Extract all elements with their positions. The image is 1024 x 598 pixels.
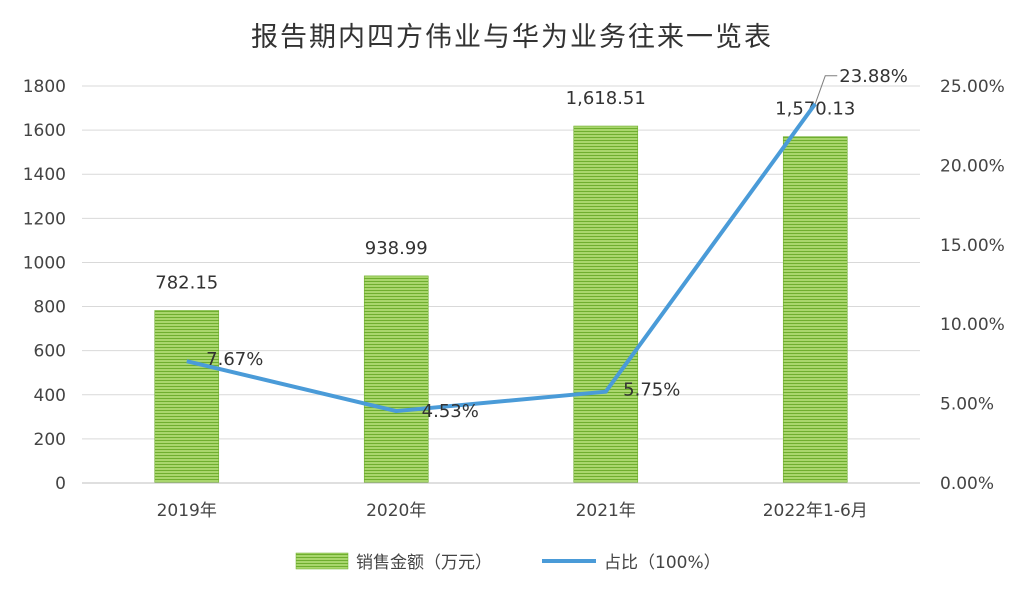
bar xyxy=(154,310,220,484)
left-tick-label: 1800 xyxy=(23,77,66,97)
right-tick-label: 0.00% xyxy=(940,474,994,494)
bar-value-label: 1,618.51 xyxy=(566,88,646,109)
x-tick-label: 2019年 xyxy=(157,501,217,521)
line-value-label: 7.67% xyxy=(206,349,263,370)
left-axis: 0 200 400 600 800 1000 1200 1400 1600 1800 xyxy=(23,77,66,494)
gridlines xyxy=(82,85,920,484)
bar-data-labels: 782.15 938.99 1,618.51 1,570.13 xyxy=(155,88,855,293)
bar-series xyxy=(154,125,848,484)
left-tick-label: 1000 xyxy=(23,253,66,273)
left-tick-label: 800 xyxy=(34,298,66,318)
line-series xyxy=(186,102,817,414)
left-tick-label: 0 xyxy=(55,474,66,494)
line-value-label: 5.75% xyxy=(623,380,680,401)
x-tick-label: 2020年 xyxy=(366,501,426,521)
bar xyxy=(782,136,848,484)
bar-value-label: 1,570.13 xyxy=(775,99,855,120)
line-path xyxy=(186,102,817,414)
left-tick-label: 1400 xyxy=(23,165,66,185)
right-tick-label: 5.00% xyxy=(940,395,994,415)
left-tick-label: 400 xyxy=(34,386,66,406)
bar xyxy=(573,125,639,484)
legend-line-label: 占比（100%） xyxy=(604,553,721,573)
legend-bar-label: 销售金额（万元） xyxy=(356,553,492,573)
right-tick-label: 20.00% xyxy=(940,156,1005,176)
line-label-leader xyxy=(814,75,838,104)
right-tick-label: 25.00% xyxy=(940,77,1005,97)
left-tick-label: 1200 xyxy=(23,209,66,229)
x-axis: 2019年 2020年 2021年 2022年1-6月 xyxy=(82,482,920,521)
right-axis: 0.00% 5.00% 10.00% 15.00% 20.00% 25.00% xyxy=(940,77,1005,494)
left-tick-label: 600 xyxy=(34,342,66,362)
line-value-label: 4.53% xyxy=(422,401,479,422)
left-tick-label: 1600 xyxy=(23,121,66,141)
right-tick-label: 10.00% xyxy=(940,315,1005,335)
x-tick-label: 2022年1-6月 xyxy=(763,501,868,521)
right-tick-label: 15.00% xyxy=(940,236,1005,256)
bar-value-label: 782.15 xyxy=(155,272,218,293)
legend-bar-swatch xyxy=(295,552,349,570)
bar-value-label: 938.99 xyxy=(365,238,428,259)
legend: 销售金额（万元） 占比（100%） xyxy=(295,552,721,573)
bar xyxy=(363,275,429,484)
x-tick-label: 2021年 xyxy=(576,501,636,521)
line-value-label: 23.88% xyxy=(839,66,908,87)
chart-title: 报告期内四方伟业与华为业务往来一览表 xyxy=(251,22,773,53)
line-data-labels: 7.67% 4.53% 5.75% 23.88% xyxy=(206,66,908,422)
left-tick-label: 200 xyxy=(34,430,66,450)
